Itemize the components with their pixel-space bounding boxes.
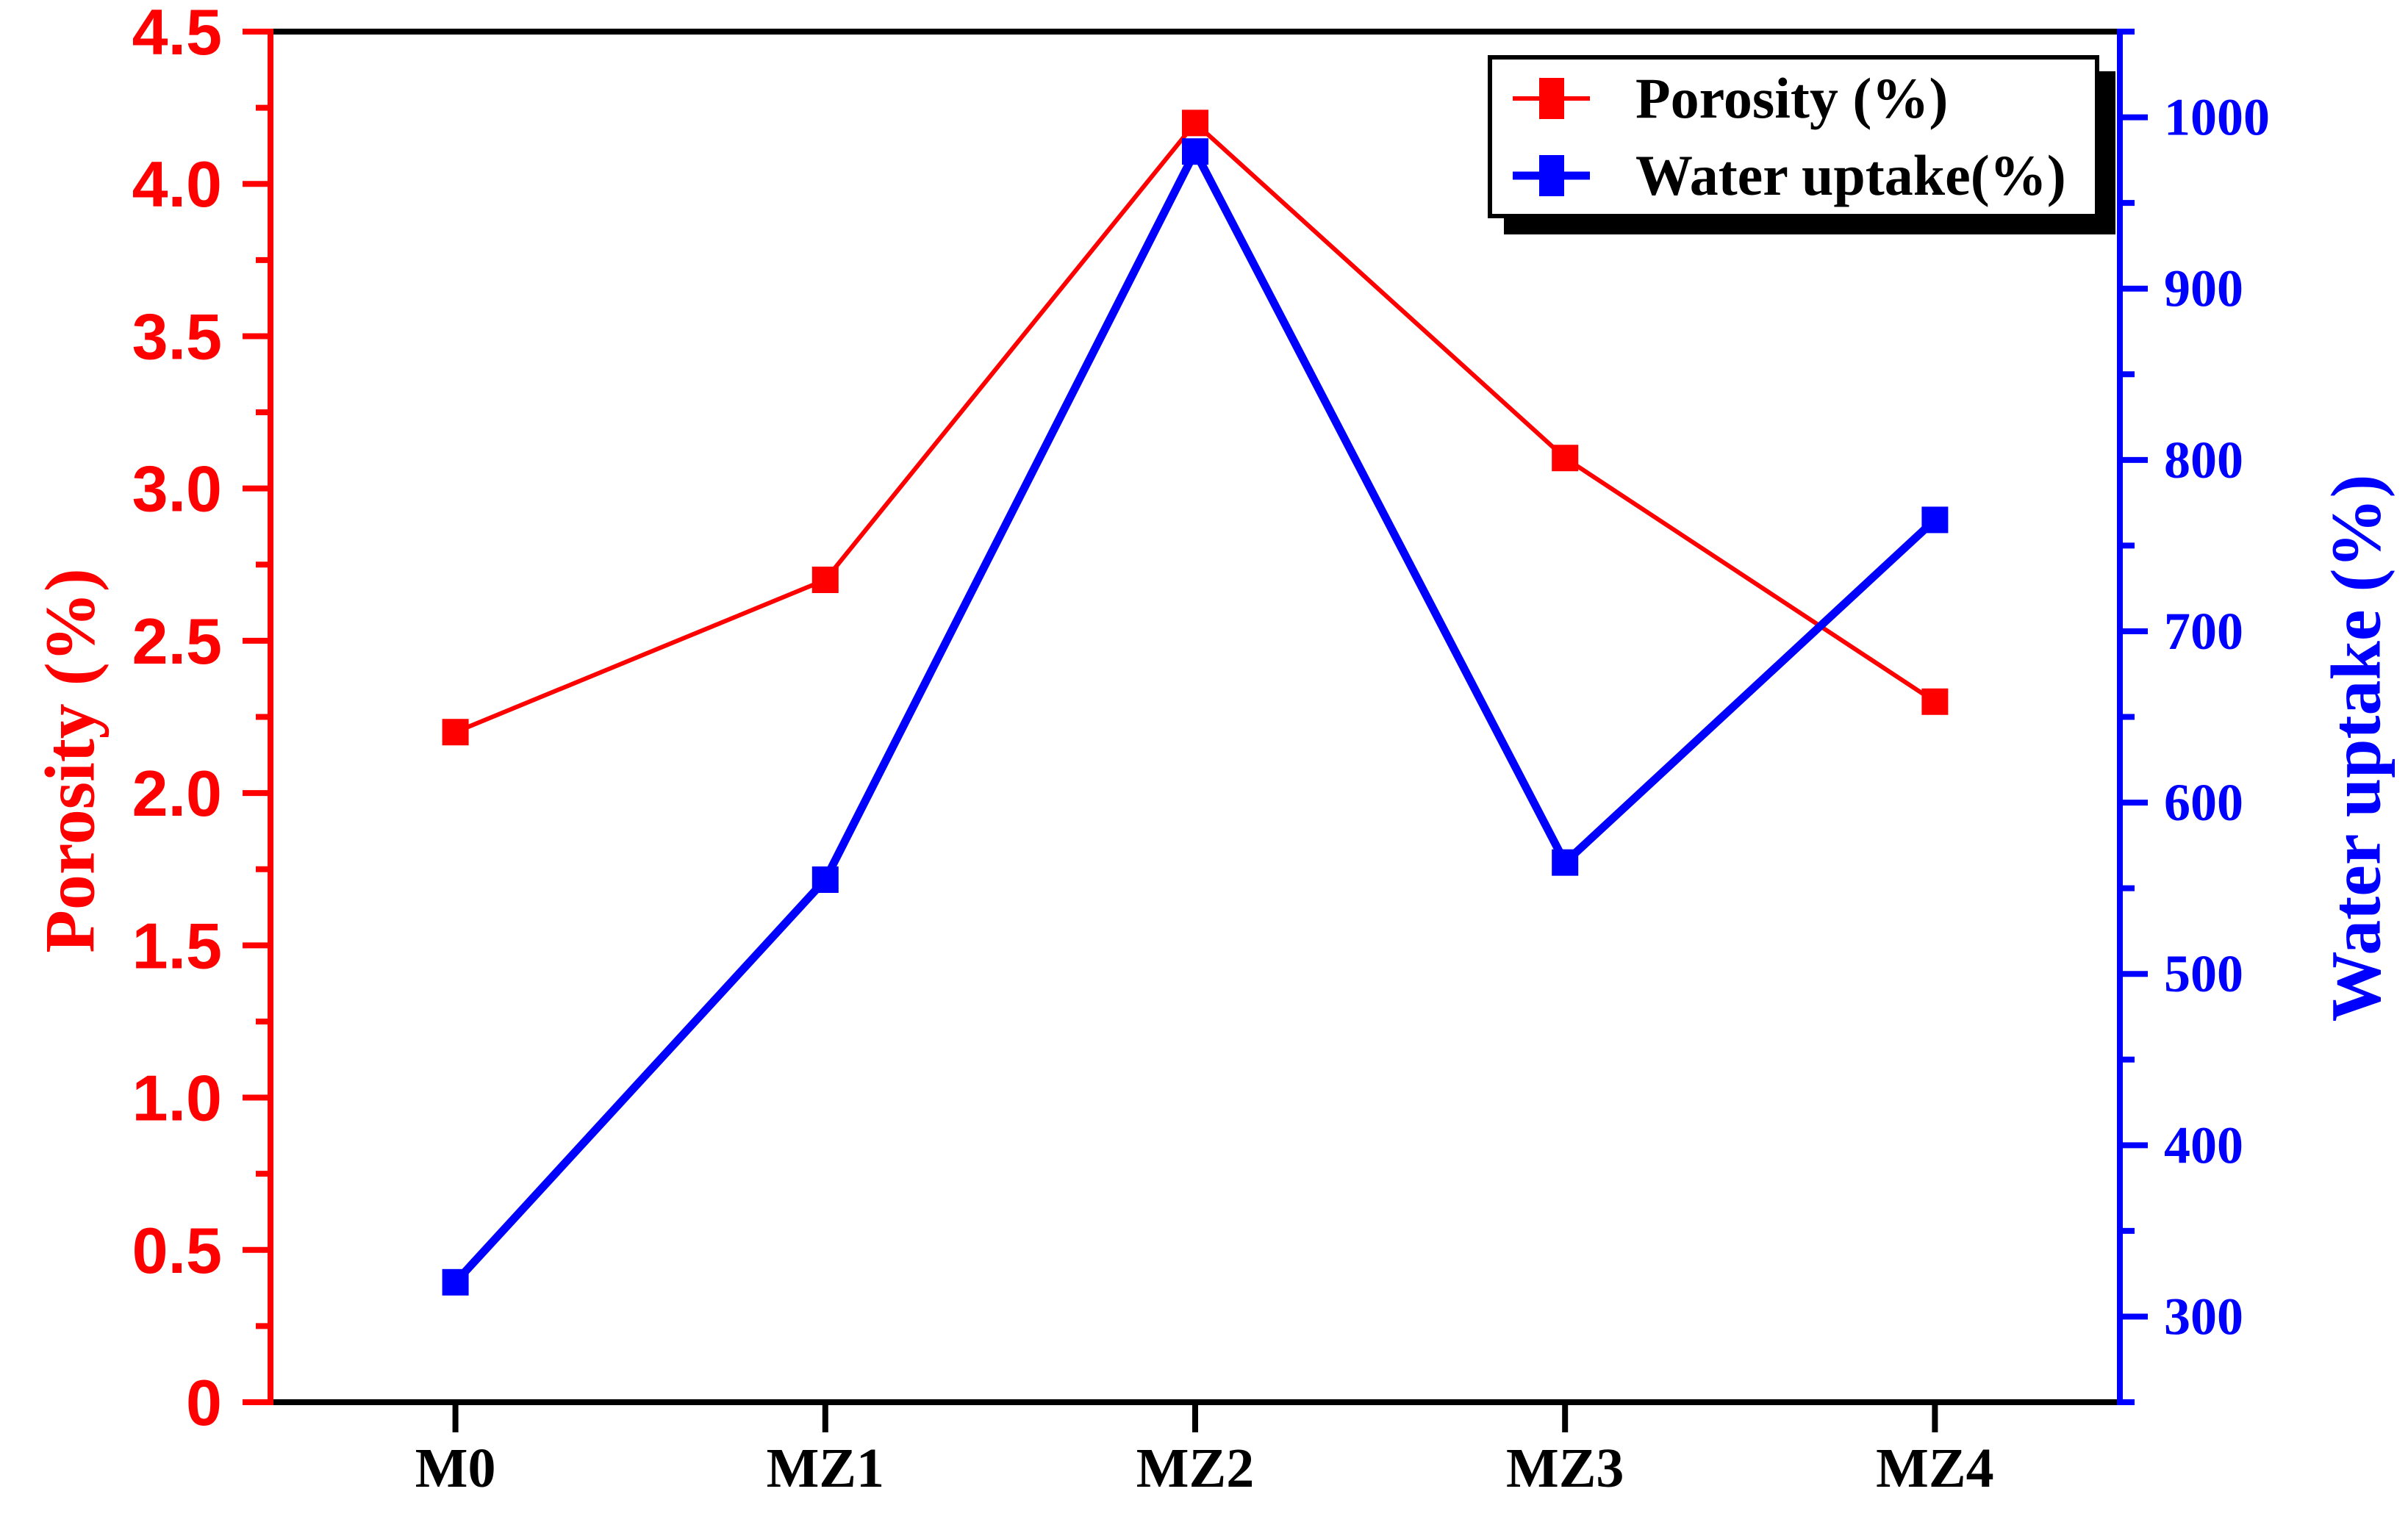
- right-axis-title: Water uptake (%): [2316, 474, 2396, 1022]
- water-uptake-marker: [811, 866, 839, 893]
- left-axis-title: Porosity (%): [30, 568, 110, 953]
- right-tick-label: 600: [2164, 773, 2243, 832]
- water-uptake-legend-swatch: [1513, 154, 1590, 198]
- porosity-marker: [1182, 110, 1208, 137]
- left-tick-label: 3.5: [132, 300, 222, 373]
- right-tick-label: 1000: [2164, 88, 2270, 147]
- right-tick-label: 700: [2164, 602, 2243, 661]
- x-tick-label: MZ2: [1136, 1437, 1254, 1499]
- x-tick-label: MZ3: [1506, 1437, 1624, 1499]
- x-tick-label: MZ1: [767, 1437, 884, 1499]
- x-tick-label: M0: [415, 1437, 496, 1499]
- left-tick-label: 4.5: [132, 0, 222, 68]
- legend-entry-water-uptake: Water uptake(%): [1513, 143, 2095, 207]
- left-tick-label: 2.0: [132, 757, 222, 830]
- water-uptake-marker: [442, 1268, 469, 1296]
- left-tick-label: 1.5: [132, 909, 222, 982]
- right-tick-label: 500: [2164, 944, 2243, 1003]
- right-tick-label: 800: [2164, 431, 2243, 489]
- left-tick-label: 3.0: [132, 453, 222, 525]
- left-tick-label: 2.5: [132, 605, 222, 678]
- right-tick-label: 300: [2164, 1287, 2243, 1346]
- water-uptake-legend-marker: [1538, 154, 1564, 196]
- left-tick-label: 4.0: [132, 148, 222, 220]
- legend-label-porosity: Porosity (%): [1635, 65, 1949, 130]
- porosity-marker: [811, 567, 839, 593]
- porosity-marker: [442, 719, 469, 746]
- porosity-marker: [1552, 445, 1579, 472]
- porosity-marker: [1921, 688, 1949, 715]
- legend-label-water-uptake: Water uptake(%): [1635, 143, 2066, 207]
- left-tick-label: 1.0: [132, 1062, 222, 1135]
- water-uptake-line: [452, 143, 1938, 1285]
- left-tick-label: 0.5: [132, 1214, 222, 1287]
- right-tick-label: 400: [2164, 1116, 2243, 1174]
- water-uptake-marker: [1182, 138, 1208, 165]
- x-tick-label: MZ4: [1876, 1437, 1993, 1499]
- left-tick-label: 0: [186, 1366, 222, 1439]
- water-uptake-marker: [1552, 849, 1579, 876]
- porosity-legend-swatch: [1513, 76, 1590, 121]
- legend: Porosity (%) Water uptake(%): [1488, 55, 2099, 218]
- legend-entry-porosity: Porosity (%): [1513, 65, 2095, 130]
- water-uptake-marker: [1921, 506, 1949, 534]
- right-tick-label: 900: [2164, 259, 2243, 318]
- porosity-legend-marker: [1538, 77, 1564, 119]
